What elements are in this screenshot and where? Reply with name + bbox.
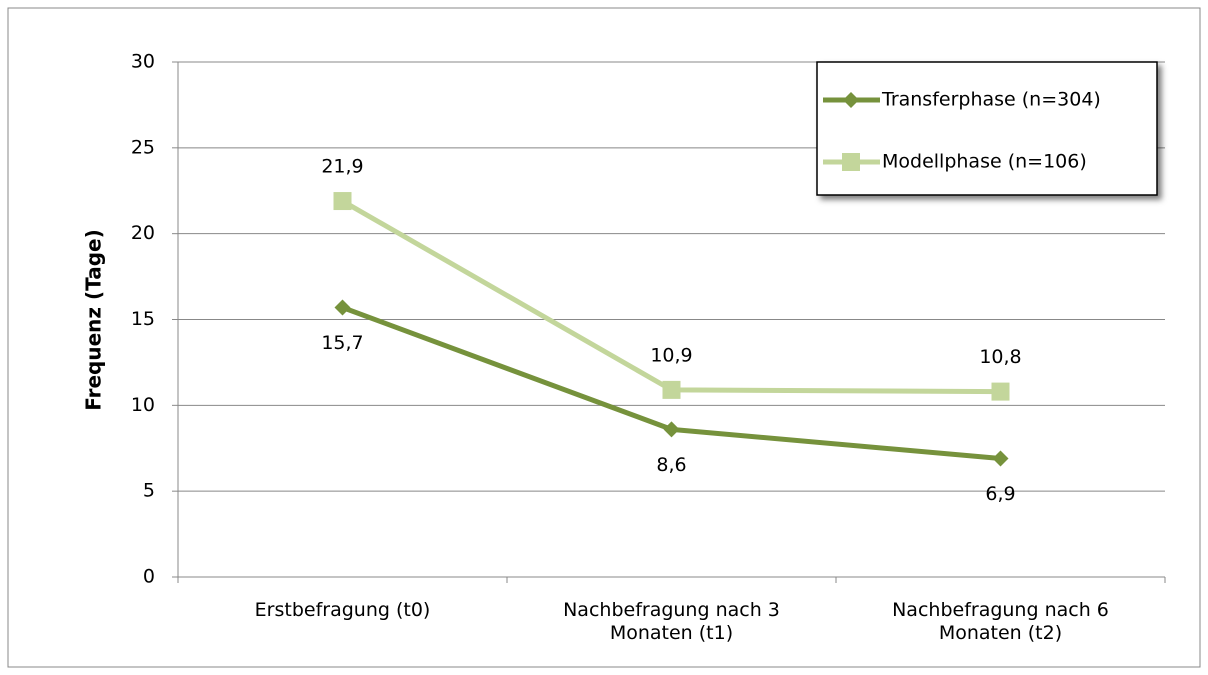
marker: [662, 380, 681, 399]
legend-box: [816, 61, 1158, 196]
marker: [843, 92, 859, 108]
data-label: 8,6: [656, 454, 686, 476]
data-label: 10,9: [650, 344, 692, 366]
marker: [334, 299, 351, 316]
marker: [991, 382, 1010, 401]
marker: [333, 192, 352, 211]
data-label: 10,8: [979, 346, 1021, 368]
marker: [842, 153, 860, 171]
y-tick-label: 5: [143, 480, 155, 502]
y-tick-label: 15: [131, 308, 155, 330]
x-tick-label: Nachbefragung nach 6 Monaten (t2): [892, 599, 1109, 644]
y-tick-label: 30: [131, 51, 155, 73]
marker: [663, 421, 680, 438]
y-tick-label: 20: [131, 222, 155, 244]
legend-label: Modellphase (n=106): [882, 151, 1087, 173]
legend-label: Transferphase (n=304): [881, 89, 1101, 111]
legend: Transferphase (n=304) Modellphase (n=106): [816, 61, 1158, 196]
x-tick-label: Erstbefragung (t0): [254, 599, 431, 621]
y-tick-label: 25: [131, 136, 155, 158]
data-label: 21,9: [321, 156, 363, 178]
y-tick-label: 10: [131, 394, 155, 416]
y-axis-title: Frequenz (Tage): [82, 229, 106, 411]
x-tick-label: Nachbefragung nach 3 Monaten (t1): [563, 599, 780, 644]
y-tick-label: 0: [143, 566, 155, 588]
data-label: 6,9: [985, 483, 1015, 505]
data-label: 15,7: [321, 332, 363, 354]
marker: [992, 450, 1009, 467]
